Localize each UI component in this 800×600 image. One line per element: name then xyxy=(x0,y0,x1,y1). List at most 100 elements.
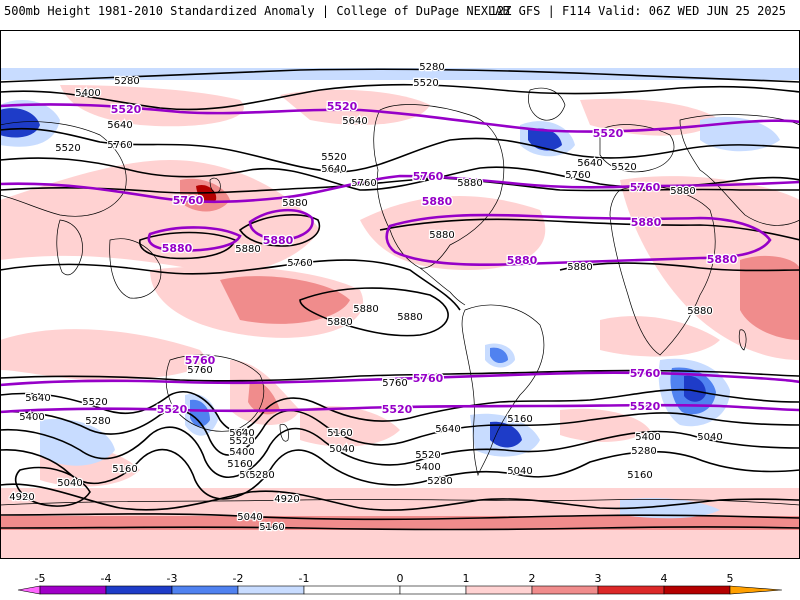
colorbar-tick-label: 0 xyxy=(397,572,404,585)
southeast-asia-coast xyxy=(109,238,162,299)
key-contour-label: 5760 xyxy=(630,367,661,380)
colorbar-tick-label: -4 xyxy=(101,572,112,585)
key-contours xyxy=(0,103,800,414)
contour-label: 5640 xyxy=(107,120,132,131)
neg-anomaly-region xyxy=(700,116,780,152)
contour-label: 5280 xyxy=(419,62,444,73)
key-contour-label: 5760 xyxy=(413,372,444,385)
contour-line xyxy=(0,68,800,83)
key-contour-5760-north xyxy=(0,174,800,204)
contour-line xyxy=(299,287,449,337)
central-america-coast xyxy=(419,267,466,306)
contour-label: 5160 xyxy=(507,414,532,425)
contour-label: 5760 xyxy=(565,170,590,181)
key-contour-label: 5760 xyxy=(185,354,216,367)
colorbar-segment xyxy=(465,585,533,595)
pos-anomaly-region xyxy=(280,89,430,125)
contour-label: 5880 xyxy=(397,312,422,323)
new-zealand-coast xyxy=(279,424,289,442)
contour-line xyxy=(139,231,236,260)
contour-label: 5880 xyxy=(235,244,260,255)
antarctica-coast xyxy=(0,499,800,506)
asia-coast xyxy=(679,114,800,226)
contour-label: 5760 xyxy=(382,378,407,389)
colorbar-segment xyxy=(531,585,599,595)
neg-anomaly-region xyxy=(40,419,115,466)
pos-anomaly-region xyxy=(300,406,400,447)
colorbar-tick-label: -5 xyxy=(35,572,46,585)
contour-label: 5640 xyxy=(435,424,460,435)
key-contour-label: 5880 xyxy=(422,195,453,208)
contour-label: 5160 xyxy=(227,459,252,470)
neg-anomaly-region xyxy=(0,68,800,80)
contour-line xyxy=(0,513,800,521)
colorbar-tick-label: -3 xyxy=(167,572,178,585)
contour-label: 5040 xyxy=(507,466,532,477)
contour-label: 5880 xyxy=(670,186,695,197)
key-contour-5880-c xyxy=(385,213,772,266)
contour-line xyxy=(379,218,800,241)
height-contours xyxy=(0,68,800,531)
contour-line xyxy=(0,259,461,311)
key-contour-label: 5760 xyxy=(173,194,204,207)
contour-label: 5040 xyxy=(57,478,82,489)
contour-label: 5520 xyxy=(229,436,254,447)
key-contour-label: 5520 xyxy=(593,127,624,140)
south-america-coast xyxy=(461,304,545,477)
pos-anomaly-region xyxy=(600,316,720,357)
contour-label: 5520 xyxy=(82,397,107,408)
madagascar-coast xyxy=(738,329,747,351)
key-contour-label: 5520 xyxy=(157,403,188,416)
contour-line xyxy=(0,483,800,511)
contour-line xyxy=(14,466,91,507)
key-contour-label: 5520 xyxy=(630,400,661,413)
contour-label: 5400 xyxy=(415,462,440,473)
contour-label: 5520 xyxy=(415,450,440,461)
pos-anomaly-region xyxy=(248,380,280,415)
key-contour-5520-north xyxy=(0,103,800,133)
contour-label: 5640 xyxy=(577,158,602,169)
pos-anomaly-region xyxy=(196,184,217,203)
contour-label: 5280 xyxy=(114,76,139,87)
key-contour-5880-b xyxy=(248,208,314,242)
contour-label: 5760 xyxy=(287,258,312,269)
contour-label: 5280 xyxy=(631,446,656,457)
contour-label: 5040 xyxy=(329,444,354,455)
contour-label: 4920 xyxy=(274,494,299,505)
contour-label: 5040 xyxy=(697,432,722,443)
key-contour-label: 5880 xyxy=(507,254,538,267)
contour-label: 5280 xyxy=(249,470,274,481)
colorbar-segment xyxy=(303,585,401,595)
neg-anomaly-region xyxy=(0,108,40,138)
contour-label: 5280 xyxy=(85,416,110,427)
neg-anomaly-region xyxy=(528,128,562,151)
colorbar-segment xyxy=(39,585,107,595)
contour-line xyxy=(0,526,800,531)
contour-label: 5760 xyxy=(107,140,132,151)
contour-label: 5880 xyxy=(457,178,482,189)
contour-label: 5880 xyxy=(327,317,352,328)
key-contour-labels: 5520 5520 5520 5760 5760 5760 5880 5880 … xyxy=(109,99,739,418)
contour-label: 5400 xyxy=(635,432,660,443)
contour-line xyxy=(0,83,800,111)
key-contour-5520-south xyxy=(0,403,800,414)
colorbar: -5 -4 -3 -2 -1 0 1 2 3 4 5 xyxy=(17,572,783,595)
contour-label: 5760 xyxy=(351,178,376,189)
neg-anomaly-region xyxy=(684,375,706,402)
contour-label: 5160 xyxy=(112,464,137,475)
contour-label: 5520 xyxy=(611,162,636,173)
neg-anomaly-region xyxy=(190,399,210,427)
pos-anomaly-region xyxy=(220,276,350,324)
contour-label: 5520 xyxy=(55,143,80,154)
india-coast xyxy=(56,219,83,276)
key-contour-label: 5880 xyxy=(631,216,662,229)
contour-label: 5880 xyxy=(687,306,712,317)
key-contour-5760-south xyxy=(0,371,800,387)
contour-line xyxy=(0,127,800,173)
anomaly-map: 5280 5400 5520 5640 5760 5880 5040 5160 … xyxy=(0,61,800,558)
pos-anomaly-region xyxy=(0,329,205,380)
contour-label: 5640 xyxy=(229,428,254,439)
key-contour-label: 5880 xyxy=(263,234,294,247)
colorbar-tick-labels: -5 -4 -3 -2 -1 0 1 2 3 4 5 xyxy=(35,572,734,585)
colorbar-tick-label: 2 xyxy=(529,572,536,585)
